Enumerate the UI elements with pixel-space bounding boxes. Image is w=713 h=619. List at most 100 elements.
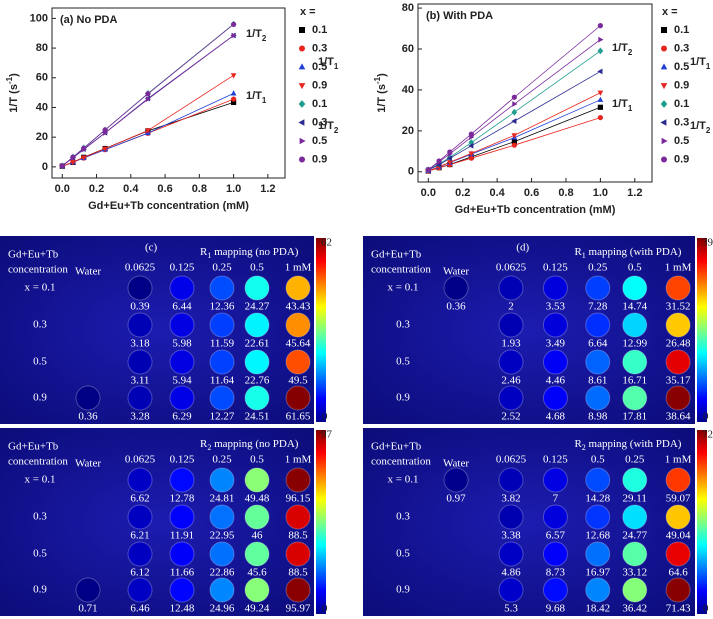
- column-header: 0.5: [250, 262, 264, 274]
- spot-value: 2.46: [501, 375, 521, 387]
- spot-value: 0.36: [78, 411, 98, 423]
- legend-label: 0.1: [312, 24, 327, 36]
- spot-value: 9.68: [546, 603, 566, 615]
- sample-spot: [169, 385, 195, 411]
- legend-label: 0.1: [674, 24, 689, 36]
- spot-value: 49.48: [245, 493, 270, 505]
- spot-value: 8.73: [546, 567, 566, 579]
- data-point: [231, 96, 237, 102]
- legend-label: 0.9: [312, 79, 327, 91]
- spot-value: 33.12: [622, 567, 647, 579]
- row-label: 0.3: [33, 511, 47, 523]
- spot-value: 29.11: [623, 493, 647, 505]
- sample-spot: [285, 504, 311, 530]
- column-header: 0.125: [170, 262, 195, 274]
- spot-value: 4.46: [546, 375, 566, 387]
- data-point: [468, 139, 475, 146]
- legend-label: 0.5: [312, 135, 327, 147]
- sample-spot: [285, 385, 311, 411]
- data-point: [447, 149, 453, 155]
- spot-value: 45.6: [247, 567, 267, 579]
- spot-value: 6.62: [130, 493, 149, 505]
- x-tick-label: 0.6: [157, 183, 172, 195]
- spot-value: 11.91: [170, 530, 194, 542]
- column-header: 1 mM: [665, 454, 692, 466]
- annotation-sub: 1: [628, 104, 633, 113]
- spot-value: 0.71: [78, 603, 97, 615]
- sample-spot: [498, 504, 524, 530]
- annotation-sub: 2: [262, 34, 267, 43]
- data-point: [446, 155, 452, 162]
- spot-value: 12.27: [210, 411, 235, 423]
- sample-spot: [622, 577, 648, 603]
- x-tick-label: 1.0: [226, 183, 241, 195]
- panel-title: R1 mapping (no PDA): [200, 246, 299, 261]
- sample-spot: [244, 504, 270, 530]
- y-axis-label-end: ): [8, 73, 20, 77]
- column-header: 0.5: [591, 454, 605, 466]
- sample-spot: [665, 349, 691, 375]
- sample-spot: [498, 275, 524, 301]
- column-header: 0.125: [170, 454, 195, 466]
- y-tick-label: 20: [402, 125, 414, 137]
- sample-spot: [542, 467, 568, 493]
- colorbar-max: 72: [702, 429, 713, 441]
- column-header: 0.25: [588, 262, 608, 274]
- sample-spot: [127, 275, 153, 301]
- spot-value: 6.44: [172, 301, 192, 313]
- panel-title: R2 mapping (no PDA): [200, 438, 299, 453]
- spot-value: 12.36: [210, 301, 235, 313]
- legend-label: 0.1: [312, 98, 327, 110]
- spot-value: 26.48: [666, 338, 691, 350]
- spot-value: 1.93: [501, 338, 521, 350]
- data-point: [597, 23, 603, 29]
- sample-spot: [169, 467, 195, 493]
- header: Gd+Eu+Tb: [8, 249, 59, 261]
- panel-title-main: R: [200, 246, 208, 258]
- legend-label: 0.5: [674, 135, 689, 147]
- data-point: [230, 90, 237, 96]
- annotation-sub: 1: [262, 96, 267, 105]
- plot-frame: [417, 3, 653, 183]
- sample-spot: [498, 577, 524, 603]
- row-label: 0.3: [396, 319, 410, 331]
- legend-marker: [661, 156, 667, 163]
- row-label: x = 0.1: [388, 474, 419, 486]
- spot-value: 24.81: [210, 493, 235, 505]
- column-header: Water: [75, 266, 101, 278]
- spot-value: 6.12: [130, 567, 149, 579]
- spot-value: 8.98: [588, 411, 608, 423]
- sample-spot: [285, 275, 311, 301]
- row-label: 0.3: [33, 319, 47, 331]
- sample-spot: [498, 349, 524, 375]
- spot-value: 14.74: [622, 301, 647, 313]
- legend-label: 0.3: [312, 42, 327, 54]
- sample-spot: [665, 385, 691, 411]
- spot-value: 6.57: [546, 530, 566, 542]
- spot-value: 3.28: [130, 411, 150, 423]
- sample-spot: [585, 577, 611, 603]
- y-tick-label: 20: [36, 131, 48, 143]
- y-axis-label-sup: -1: [5, 76, 14, 84]
- data-point: [231, 21, 237, 27]
- spot-value: 31.52: [666, 301, 691, 313]
- sample-spot: [585, 541, 611, 567]
- legend-marker: [661, 45, 667, 52]
- row-label: 0.5: [33, 548, 47, 560]
- spot-value: 0.39: [130, 301, 150, 313]
- legend-label: 0.9: [674, 79, 689, 91]
- panel-title-sub: 1: [582, 251, 586, 260]
- spot-value: 7.28: [588, 301, 608, 313]
- column-header: 0.125: [543, 454, 568, 466]
- data-point: [511, 108, 518, 116]
- sample-spot: [622, 385, 648, 411]
- sample-spot: [622, 349, 648, 375]
- column-header: 0.0625: [496, 262, 527, 274]
- data-point: [597, 104, 603, 110]
- series-line: [428, 92, 601, 172]
- legend-marker: [660, 63, 668, 70]
- data-point: [597, 96, 604, 102]
- column-header: 0.25: [212, 454, 232, 466]
- colorbar-min: 0: [703, 603, 709, 615]
- spot-value: 49.04: [666, 530, 691, 542]
